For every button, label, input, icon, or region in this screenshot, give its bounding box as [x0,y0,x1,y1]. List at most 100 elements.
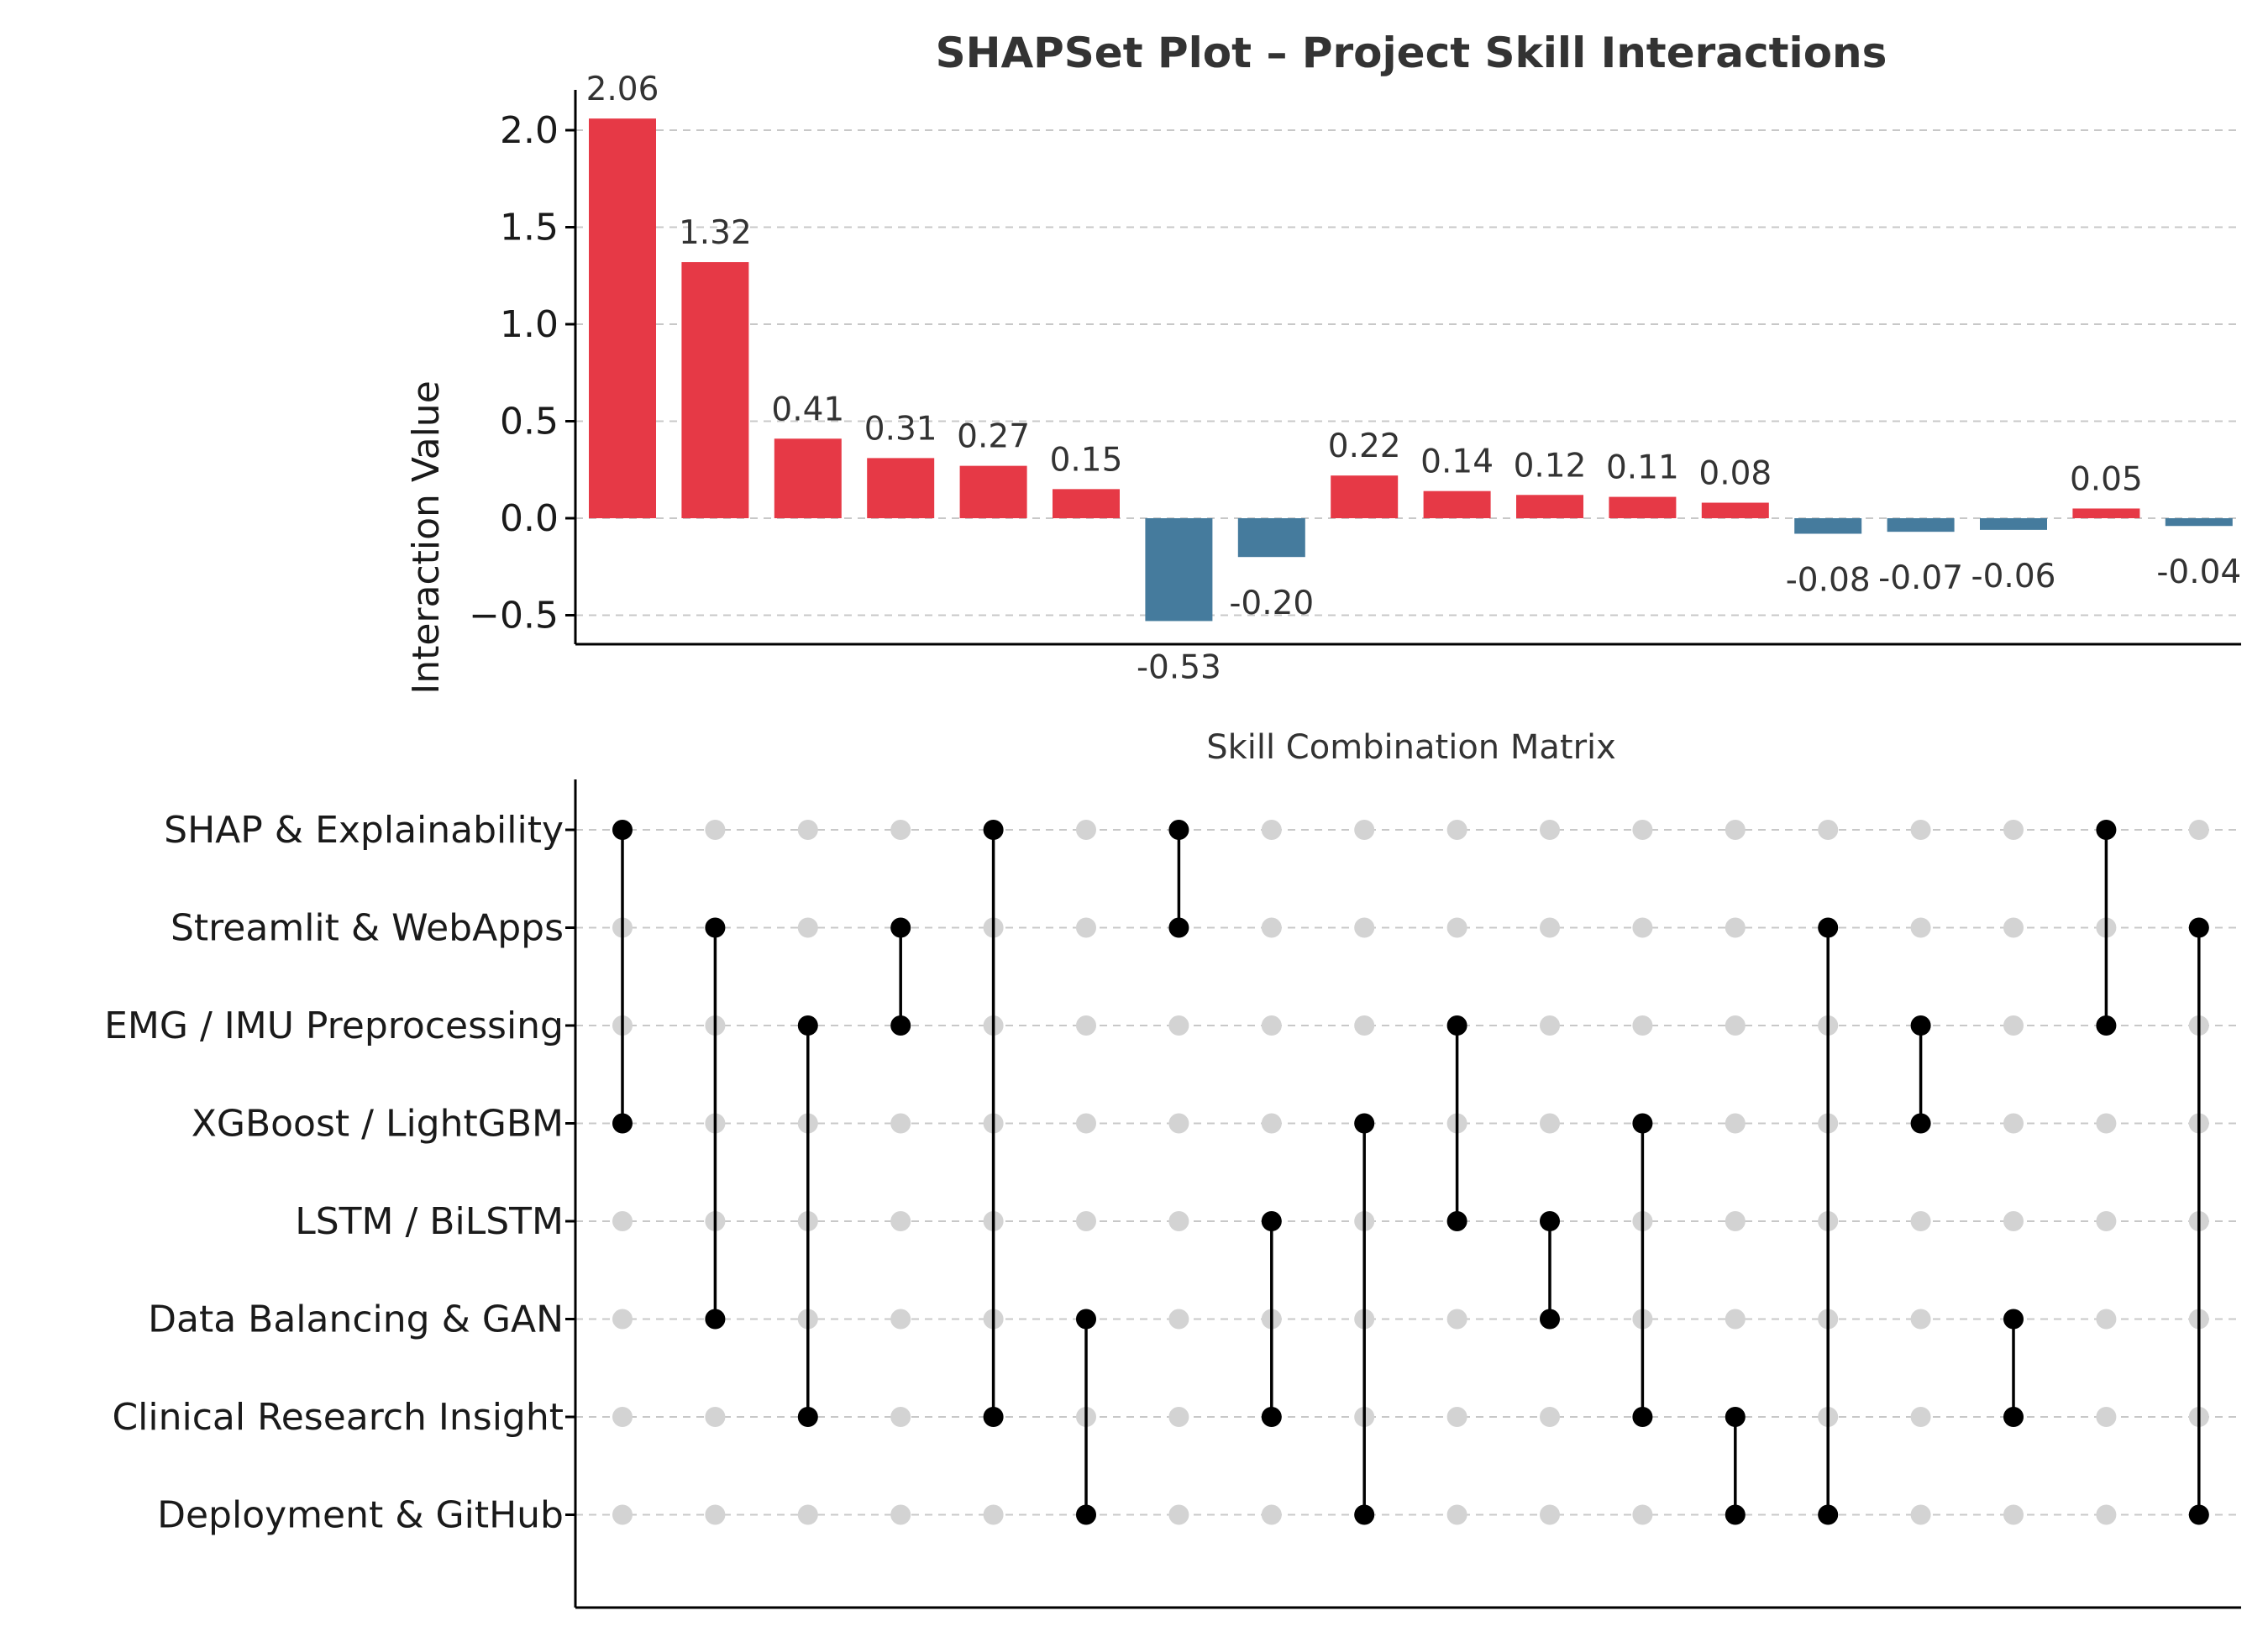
matrix-dot-inactive [1354,917,1375,938]
y-tick-label: −0.5 [469,595,559,637]
data-label: 0.08 [1698,455,1772,493]
matrix-dot-inactive [890,1407,911,1427]
matrix-dot-inactive [1818,820,1839,840]
matrix-dot-inactive [1354,1015,1375,1036]
matrix-dot-active [705,917,726,938]
matrix-row-label: Deployment & GitHub [157,1494,564,1537]
matrix-dot-active [2188,1504,2209,1525]
matrix-dot-active [1725,1504,1746,1525]
bar [1145,518,1213,622]
matrix-dot-inactive [1446,820,1467,840]
matrix-row-label: SHAP & Explainability [164,809,564,852]
matrix-dot-inactive [1446,1309,1467,1330]
matrix-panel: Skill Combination Matrix SHAP & Explaina… [104,728,2241,1609]
matrix-dot-active [890,1015,911,1036]
matrix-dot-inactive [1632,820,1653,840]
y-tick-label: 0.5 [500,401,559,443]
matrix-dot-inactive [1910,1504,1931,1525]
matrix-dot-inactive [1725,917,1746,938]
matrix-dot-inactive [1540,820,1560,840]
bar [1053,489,1120,518]
matrix-dot-inactive [1261,1504,1282,1525]
matrix-dot-inactive [1168,1211,1189,1231]
matrix-dot-active [1168,820,1189,840]
matrix-dot-active [797,1407,818,1427]
matrix-dot-inactive [2003,917,2024,938]
matrix-dot-active [983,820,1004,840]
data-label: 0.27 [957,418,1030,456]
y-axis-label: Interaction Value [405,380,448,695]
matrix-dot-inactive [1354,820,1375,840]
bar [1609,496,1677,518]
matrix-dot-active [1632,1407,1653,1427]
y-tick-label: 1.5 [500,207,559,249]
matrix-dot-inactive [705,1407,726,1427]
matrix-dot-inactive [797,820,818,840]
bar [774,438,842,518]
matrix-dot-inactive [890,1309,911,1330]
matrix-dot-inactive [612,1504,633,1525]
bar [1980,518,2047,530]
bar [1516,495,1583,518]
data-label: 0.31 [864,410,937,448]
matrix-dot-inactive [1632,917,1653,938]
matrix-dot-active [983,1407,1004,1427]
matrix-dot-active [2003,1309,2024,1330]
chart-title: SHAPSet Plot – Project Skill Interaction… [936,29,1887,77]
y-tick-label: 1.0 [500,303,559,346]
matrix-dot-inactive [983,1504,1004,1525]
matrix-row-label: Clinical Research Insight [112,1396,564,1439]
data-label: -0.53 [1137,648,1221,686]
matrix-dot-active [2188,917,2209,938]
matrix-dot-inactive [2003,1015,2024,1036]
bar [1701,502,1769,518]
data-label: -0.04 [2156,553,2241,591]
matrix-dot-active [1818,917,1839,938]
matrix-dot-active [1818,1504,1839,1525]
matrix-dot-inactive [1261,820,1282,840]
matrix-dot-inactive [1910,1309,1931,1330]
matrix-dot-active [1725,1407,1746,1427]
matrix-dot-inactive [2188,820,2209,840]
matrix-dot-active [612,820,633,840]
bar [1794,518,1862,534]
matrix-dot-inactive [1168,1407,1189,1427]
matrix-row-label: Data Balancing & GAN [148,1298,564,1341]
matrix-dot-inactive [1725,1113,1746,1134]
bar [1237,518,1305,558]
matrix-dot-inactive [1540,917,1560,938]
matrix-dot-active [2096,820,2117,840]
matrix-dot-inactive [1540,1113,1560,1134]
matrix-dot-inactive [1910,917,1931,938]
matrix-dot-active [1446,1211,1467,1231]
y-tick-label: 0.0 [500,497,559,540]
matrix-dot-inactive [1168,1309,1189,1330]
matrix-dot-inactive [2096,1309,2117,1330]
matrix-dot-inactive [1725,1015,1746,1036]
matrix-dot-inactive [705,820,726,840]
data-label: 0.11 [1606,449,1679,487]
data-label: 0.41 [771,391,844,428]
matrix-dot-active [1354,1504,1375,1525]
matrix-dot-inactive [890,1113,911,1134]
matrix-dot-inactive [1540,1015,1560,1036]
matrix-dot-inactive [1632,1504,1653,1525]
matrix-dot-inactive [1168,1015,1189,1036]
matrix-dot-active [1076,1504,1096,1525]
matrix-dot-inactive [2096,1407,2117,1427]
data-label: 0.14 [1420,443,1494,481]
matrix-dot-inactive [705,1504,726,1525]
matrix-dot-inactive [2003,1113,2024,1134]
matrix-dot-inactive [1076,1211,1096,1231]
matrix-row-label: LSTM / BiLSTM [295,1200,564,1243]
matrix-dot-inactive [1076,917,1096,938]
matrix-dot-inactive [890,1504,911,1525]
matrix-dot-active [797,1015,818,1036]
matrix-dot-inactive [612,1407,633,1427]
matrix-dot-inactive [1910,1407,1931,1427]
data-label: 0.12 [1514,447,1587,485]
data-label: -0.06 [1971,558,2056,595]
matrix-row-label: EMG / IMU Preprocessing [104,1005,564,1047]
